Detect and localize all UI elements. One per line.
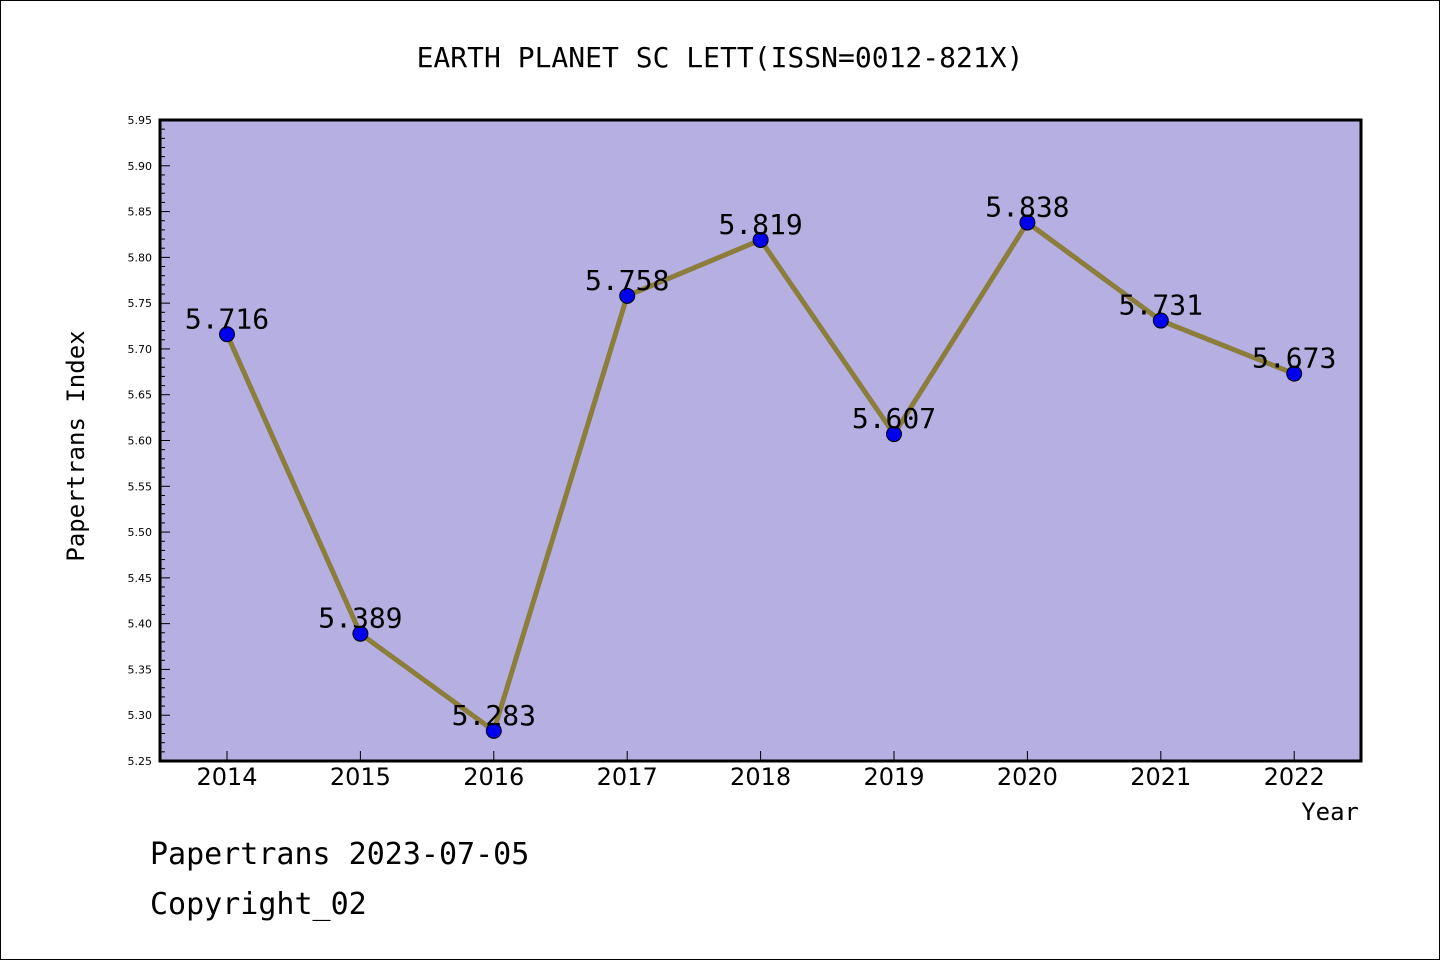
data-points xyxy=(219,214,1303,739)
data-point xyxy=(485,722,502,739)
data-label: 5.838 xyxy=(985,191,1069,224)
y-tick-label: 5.60 xyxy=(128,435,153,448)
data-label: 5.819 xyxy=(718,208,802,241)
y-tick-label: 5.95 xyxy=(128,114,153,127)
x-tick-label: 2016 xyxy=(463,763,524,791)
x-tick-label: 2015 xyxy=(330,763,391,791)
plot-border xyxy=(158,118,1363,763)
data-label: 5.731 xyxy=(1119,289,1203,322)
y-tick-label: 5.50 xyxy=(128,526,153,539)
data-point xyxy=(1286,365,1303,382)
data-label: 5.716 xyxy=(185,302,269,335)
data-label: 5.607 xyxy=(852,402,936,435)
data-label: 5.389 xyxy=(318,602,402,635)
x-axis: 2014 2015 2016 2017 2018 2019 2020 2021 2022 xyxy=(196,751,1325,791)
data-label: 5.758 xyxy=(585,264,669,297)
data-label: 5.673 xyxy=(1252,342,1336,375)
data-point xyxy=(219,326,235,343)
y-tick-label: 5.25 xyxy=(128,755,153,768)
x-tick-label: 2022 xyxy=(1264,763,1325,791)
data-point xyxy=(752,231,769,248)
data-point xyxy=(619,287,636,304)
y-tick-label: 5.70 xyxy=(128,343,153,356)
y-tick-label: 5.65 xyxy=(128,389,153,402)
y-tick-label: 5.40 xyxy=(128,618,153,631)
x-tick-label: 2018 xyxy=(730,763,791,791)
data-point xyxy=(1152,312,1169,329)
data-point xyxy=(886,426,902,443)
x-tick-label: 2019 xyxy=(863,763,924,791)
data-label: 5.283 xyxy=(452,699,536,732)
y-tick-label: 5.45 xyxy=(128,572,153,585)
x-tick-label: 2020 xyxy=(997,763,1058,791)
y-tick-label: 5.85 xyxy=(128,206,153,219)
data-point xyxy=(1019,214,1036,231)
y-tick-label: 5.75 xyxy=(128,297,153,310)
footer-copyright: Copyright_02 xyxy=(150,887,367,922)
y-tick-label: 5.55 xyxy=(128,480,153,493)
x-axis-label: Year xyxy=(1301,798,1359,826)
plot-area xyxy=(160,120,1361,761)
chart-title: EARTH PLANET SC LETT(ISSN=0012-821X) xyxy=(417,41,1024,74)
y-tick-label: 5.35 xyxy=(128,663,153,676)
y-tick-label: 5.30 xyxy=(128,709,153,722)
y-axis-label: Papertrans Index xyxy=(62,330,90,561)
data-point xyxy=(352,625,369,642)
x-tick-label: 2021 xyxy=(1130,763,1191,791)
x-tick-label: 2014 xyxy=(196,763,257,791)
footer-date: Papertrans 2023-07-05 xyxy=(150,837,529,872)
data-labels: 5.716 5.389 5.283 5.758 5.819 5.607 5.838 5.731… xyxy=(185,191,1336,732)
y-tick-label: 5.80 xyxy=(128,251,153,264)
y-tick-label: 5.90 xyxy=(128,160,153,173)
x-tick-label: 2017 xyxy=(597,763,658,791)
